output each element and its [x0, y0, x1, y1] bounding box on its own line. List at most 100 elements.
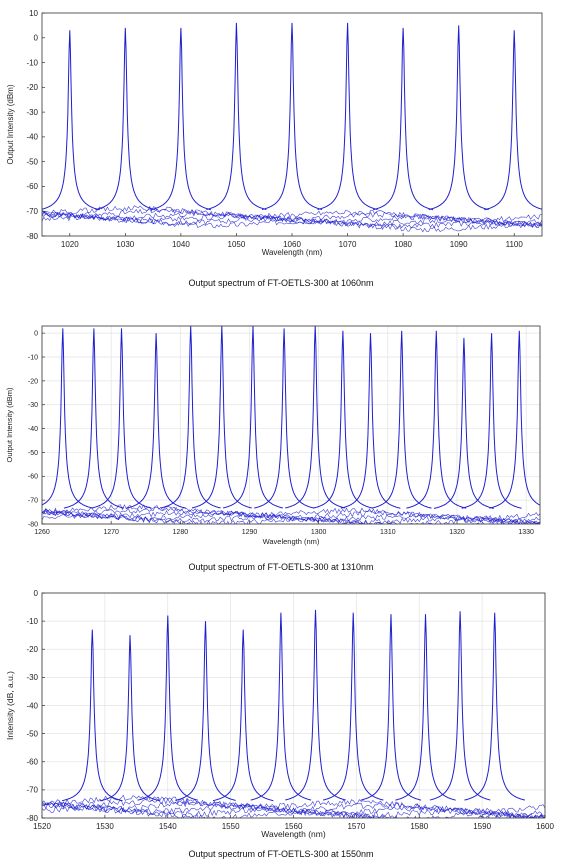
- x-tick-label: 1540: [159, 822, 177, 831]
- x-tick-label: 1330: [518, 529, 534, 536]
- y-tick-label: -20: [26, 83, 38, 92]
- x-tick-label: 1070: [339, 240, 357, 249]
- y-tick-label: -20: [28, 378, 38, 385]
- y-axis-label: Intensity (dB, a.u.): [5, 671, 15, 740]
- spectral-peak-line: [137, 615, 199, 801]
- spectral-peak-line: [191, 326, 252, 509]
- caption-1060nm: Output spectrum of FT-OETLS-300 at 1060n…: [188, 278, 374, 288]
- y-tick-label: -60: [26, 758, 38, 767]
- spectral-peak-line: [489, 330, 540, 509]
- y-tick-label: -70: [26, 207, 38, 216]
- y-tick-label: 0: [34, 331, 38, 338]
- noise-trace: [42, 208, 542, 226]
- spectral-peak-line: [428, 25, 489, 211]
- x-tick-label: 1040: [172, 240, 190, 249]
- chart-1310nm-svg: 1260 1270 1280 1290 1300 1310 1320 1330 0 -10 -20 -…: [5, 325, 541, 546]
- x-tick-label: 1050: [228, 240, 246, 249]
- noise-trace: [42, 508, 540, 524]
- x-tick-label: 1100: [506, 240, 524, 249]
- spectral-peak-line: [42, 30, 100, 211]
- spectral-peak-line: [42, 328, 93, 509]
- y-tick-label: -30: [26, 673, 38, 682]
- noise-trace: [42, 506, 540, 524]
- y-tick-label: -80: [28, 521, 38, 528]
- y-tick-label: -30: [28, 402, 38, 409]
- x-tick-label: 1280: [173, 529, 189, 536]
- spectral-peak-line: [429, 611, 491, 801]
- spectral-peak-line: [433, 337, 494, 509]
- x-tick-label: 1550: [222, 822, 240, 831]
- y-tick-label: -60: [26, 182, 38, 191]
- noise-trace: [42, 800, 545, 818]
- spectral-peak-line: [99, 635, 161, 802]
- x-tick-label: 1320: [449, 529, 465, 536]
- x-tick-label: 1020: [61, 240, 79, 249]
- y-tick-label: -50: [26, 729, 38, 738]
- x-tick-label: 1260: [34, 529, 50, 536]
- x-tick-label: 1600: [536, 822, 554, 831]
- chart-1060nm: 1020 1030 1040 1050 1060 1070 1080 1090 1100 10 0 -…: [0, 0, 562, 265]
- y-tick-label: -80: [26, 814, 38, 823]
- y-tick-label: -40: [28, 426, 38, 433]
- y-tick-label: -40: [26, 701, 38, 710]
- caption-1310nm: Output spectrum of FT-OETLS-300 at 1310n…: [188, 562, 374, 572]
- x-axis-label: Wavelength (nm): [262, 248, 323, 257]
- y-tick-label: -30: [26, 108, 38, 117]
- spectral-peak-line: [212, 629, 274, 802]
- x-tick-label: 1290: [242, 529, 258, 536]
- spectral-peak-line: [261, 22, 323, 210]
- y-tick-label: 10: [29, 9, 38, 18]
- spectral-peak-line: [285, 609, 346, 801]
- chart-1550nm-svg: 1520 1530 1540 1550 1560 1570 1580 1590 1600 0 -10…: [5, 589, 554, 839]
- spectral-peak-line: [312, 330, 373, 509]
- noise-trace: [42, 508, 540, 524]
- x-tick-label: 1030: [116, 240, 134, 249]
- plot-frame: [41, 12, 543, 237]
- y-tick-label: -50: [28, 450, 38, 457]
- y-tick-label: -60: [28, 474, 38, 481]
- spectral-peak-line: [464, 612, 526, 801]
- spectral-peak-line: [91, 328, 152, 509]
- spectral-peak-line: [461, 333, 522, 509]
- plot-area: [42, 22, 542, 233]
- x-tick-label: 1570: [347, 822, 365, 831]
- x-axis-label: Wavelength (nm): [261, 829, 326, 839]
- spectral-peak-line: [285, 326, 346, 509]
- x-tick-label: 1520: [33, 822, 51, 831]
- noise-trace: [42, 504, 540, 522]
- y-tick-label: -80: [26, 232, 38, 241]
- noise-trace: [42, 797, 545, 818]
- plot-frame: [41, 325, 541, 525]
- spectral-peak-line: [317, 22, 378, 210]
- x-tick-label: 1560: [285, 822, 303, 831]
- x-tick-label: 1590: [473, 822, 491, 831]
- y-tick-label: -10: [28, 354, 38, 361]
- y-tick-label: -40: [26, 133, 38, 142]
- noise-trace: [42, 794, 545, 815]
- spectral-peak-line: [150, 27, 211, 211]
- spectral-peak-line: [484, 30, 542, 211]
- spectral-peak-line: [322, 612, 384, 801]
- spectral-peak-line: [406, 330, 467, 509]
- x-tick-label: 1090: [450, 240, 468, 249]
- y-tick-label: -50: [26, 157, 38, 166]
- noise-trace: [42, 205, 542, 223]
- chart-1310nm: 1260 1270 1280 1290 1300 1310 1320 1330 0 -10 -20 -…: [0, 318, 562, 556]
- x-tick-label: 1080: [394, 240, 412, 249]
- y-tick-label: 0: [34, 34, 39, 43]
- caption-1550nm: Output spectrum of FT-OETLS-300 at 1550n…: [188, 849, 374, 859]
- y-axis-label: Output Intensity (dBm): [5, 387, 14, 463]
- y-tick-label: 0: [34, 589, 39, 598]
- noise-trace: [42, 215, 542, 233]
- spectral-peak-line: [160, 326, 221, 509]
- chart-1060nm-svg: 1020 1030 1040 1050 1060 1070 1080 1090 1100 10 0 -…: [6, 9, 543, 257]
- spectral-peak-line: [222, 326, 283, 509]
- chart-1550nm: 1520 1530 1540 1550 1560 1570 1580 1590 1600 0 -10…: [0, 583, 562, 845]
- spectral-peak-line: [340, 333, 401, 509]
- spectral-peak-line: [175, 621, 236, 801]
- y-axis-label: Output Intensity (dBm): [6, 84, 15, 164]
- x-tick-label: 1310: [380, 529, 396, 536]
- spectral-peak-line: [360, 614, 422, 801]
- y-tick-label: -70: [26, 786, 38, 795]
- x-tick-label: 1580: [410, 822, 428, 831]
